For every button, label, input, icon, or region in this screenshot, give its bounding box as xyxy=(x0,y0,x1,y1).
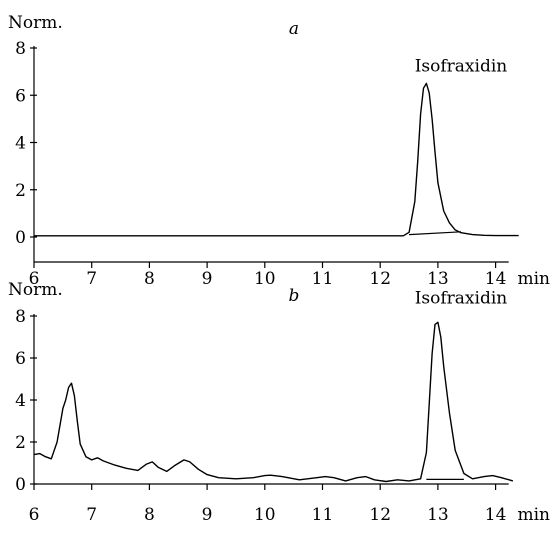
y-tick-label: 2 xyxy=(15,433,26,453)
y-tick-label: 4 xyxy=(15,391,26,411)
y-axis-title: Norm. xyxy=(8,280,63,300)
x-tick-label: 6 xyxy=(29,269,40,289)
y-tick-label: 2 xyxy=(15,181,26,201)
x-tick-label: 6 xyxy=(29,505,40,525)
x-tick-label: 12 xyxy=(369,505,391,525)
peak-annotation: Isofraxidin xyxy=(415,288,508,308)
x-tick-label: 12 xyxy=(369,269,391,289)
x-axis-title: min xyxy=(517,505,550,525)
x-tick-label: 11 xyxy=(312,269,334,289)
panel-label: b xyxy=(289,286,300,306)
chart-panel-a xyxy=(30,46,519,268)
peak-annotation: Isofraxidin xyxy=(415,57,508,77)
x-tick-label: 7 xyxy=(86,505,97,525)
x-tick-label: 9 xyxy=(202,269,213,289)
x-tick-label: 9 xyxy=(202,505,213,525)
y-tick-label: 8 xyxy=(15,39,26,59)
series-line xyxy=(33,321,514,483)
x-axis-title: min xyxy=(517,269,550,289)
x-tick-label: 14 xyxy=(485,269,507,289)
y-tick-label: 0 xyxy=(15,475,26,495)
x-tick-label: 10 xyxy=(254,505,276,525)
y-tick-label: 6 xyxy=(15,349,26,369)
x-tick-label: 10 xyxy=(254,269,276,289)
x-tick-label: 14 xyxy=(485,505,507,525)
series-line xyxy=(34,82,519,237)
panel-label: a xyxy=(289,19,299,39)
x-tick-label: 7 xyxy=(86,269,97,289)
x-tick-label: 8 xyxy=(144,505,155,525)
x-tick-label: 13 xyxy=(427,505,449,525)
y-tick-label: 0 xyxy=(15,228,26,248)
peak-baseline xyxy=(409,231,462,236)
y-axis-title: Norm. xyxy=(8,13,63,33)
chart-panel-b xyxy=(30,314,514,490)
x-tick-label: 13 xyxy=(427,269,449,289)
y-tick-label: 8 xyxy=(15,307,26,327)
x-tick-label: 11 xyxy=(312,505,334,525)
x-tick-label: 8 xyxy=(144,269,155,289)
y-tick-label: 6 xyxy=(15,86,26,106)
y-tick-label: 4 xyxy=(15,134,26,154)
